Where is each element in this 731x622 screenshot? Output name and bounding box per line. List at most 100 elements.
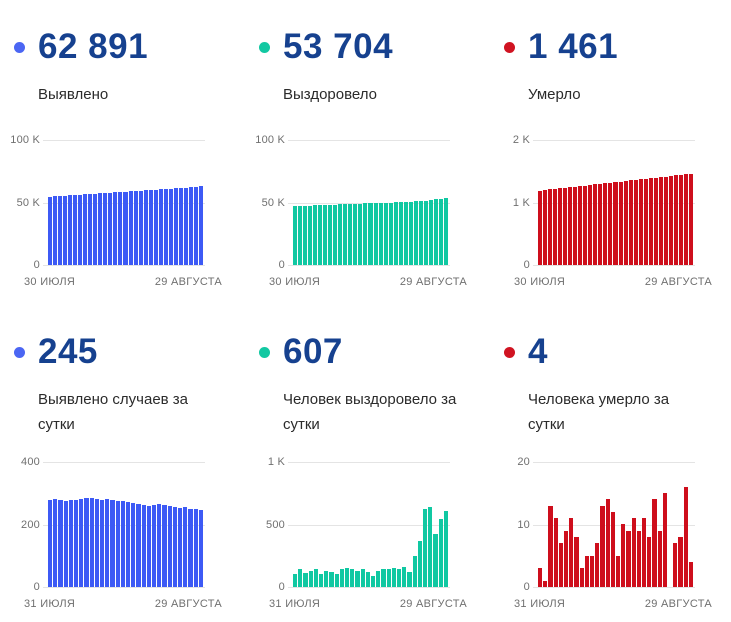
bar[interactable]	[108, 193, 113, 265]
bar[interactable]	[383, 203, 388, 265]
bar[interactable]	[136, 504, 141, 587]
bar[interactable]	[538, 191, 543, 265]
bar[interactable]	[138, 191, 143, 265]
bar[interactable]	[368, 203, 373, 265]
bar[interactable]	[381, 569, 386, 587]
bar[interactable]	[568, 187, 573, 265]
bar[interactable]	[313, 569, 319, 587]
bar[interactable]	[293, 574, 298, 587]
bar[interactable]	[141, 505, 146, 587]
bar[interactable]	[386, 569, 391, 587]
bar[interactable]	[616, 556, 621, 587]
bar[interactable]	[569, 518, 574, 587]
bar[interactable]	[408, 202, 413, 265]
bar[interactable]	[633, 180, 638, 265]
bar[interactable]	[593, 184, 598, 265]
bar[interactable]	[418, 201, 423, 265]
bar[interactable]	[600, 506, 605, 587]
bar[interactable]	[573, 187, 578, 265]
bar[interactable]	[63, 501, 68, 587]
bar[interactable]	[548, 506, 553, 587]
bar[interactable]	[318, 205, 323, 265]
bar[interactable]	[120, 501, 126, 587]
bar[interactable]	[638, 179, 643, 265]
bar[interactable]	[355, 571, 360, 587]
bar[interactable]	[673, 175, 678, 265]
bar[interactable]	[402, 567, 407, 587]
bar[interactable]	[564, 531, 569, 587]
bar[interactable]	[626, 531, 631, 587]
bar[interactable]	[595, 543, 600, 587]
bar[interactable]	[678, 537, 683, 587]
bar[interactable]	[688, 562, 694, 587]
bar[interactable]	[339, 569, 345, 587]
bar[interactable]	[648, 178, 653, 265]
bar[interactable]	[110, 500, 115, 587]
bar[interactable]	[658, 177, 663, 265]
bar[interactable]	[433, 534, 438, 587]
bar[interactable]	[48, 500, 53, 587]
bar[interactable]	[378, 203, 383, 265]
bar[interactable]	[588, 185, 593, 265]
bar[interactable]	[538, 568, 543, 587]
bar[interactable]	[345, 568, 350, 587]
bar[interactable]	[584, 556, 590, 587]
bar[interactable]	[412, 556, 417, 587]
bar[interactable]	[329, 572, 334, 587]
bar[interactable]	[146, 506, 152, 587]
bar[interactable]	[53, 499, 58, 587]
bar[interactable]	[73, 195, 78, 265]
bar[interactable]	[84, 498, 89, 587]
bar[interactable]	[48, 197, 53, 265]
bar[interactable]	[365, 572, 371, 587]
bar[interactable]	[303, 573, 308, 587]
bar[interactable]	[178, 188, 183, 265]
bar[interactable]	[543, 581, 548, 587]
bar[interactable]	[553, 518, 558, 587]
bar[interactable]	[334, 574, 339, 587]
bar[interactable]	[79, 499, 84, 587]
bar[interactable]	[628, 180, 633, 265]
bar[interactable]	[183, 507, 188, 587]
bar[interactable]	[103, 193, 108, 265]
bar[interactable]	[393, 202, 398, 265]
bar[interactable]	[188, 509, 193, 587]
bar[interactable]	[94, 499, 100, 587]
bar[interactable]	[319, 574, 324, 587]
bar[interactable]	[78, 195, 83, 265]
bar[interactable]	[558, 188, 563, 265]
bar[interactable]	[668, 176, 673, 265]
bar[interactable]	[123, 192, 128, 265]
bar[interactable]	[623, 181, 628, 265]
bar[interactable]	[178, 508, 183, 587]
bar[interactable]	[115, 501, 120, 587]
bar[interactable]	[653, 178, 658, 265]
bar[interactable]	[548, 189, 553, 265]
bar[interactable]	[391, 568, 397, 587]
bar[interactable]	[631, 518, 636, 587]
bar[interactable]	[678, 175, 683, 265]
bar[interactable]	[360, 569, 365, 587]
bar[interactable]	[574, 537, 579, 587]
bar[interactable]	[157, 504, 162, 587]
bar[interactable]	[183, 188, 188, 265]
bar[interactable]	[128, 191, 133, 265]
bar[interactable]	[428, 507, 433, 587]
bar[interactable]	[308, 571, 313, 587]
bar[interactable]	[74, 500, 79, 587]
bar[interactable]	[58, 500, 63, 587]
bar[interactable]	[583, 186, 588, 265]
bar[interactable]	[610, 512, 616, 587]
bar[interactable]	[553, 189, 558, 265]
bar[interactable]	[105, 499, 110, 587]
bar[interactable]	[131, 503, 136, 587]
bar[interactable]	[438, 199, 443, 265]
bar[interactable]	[53, 196, 58, 265]
bar[interactable]	[433, 199, 438, 265]
bar[interactable]	[68, 195, 73, 265]
bar[interactable]	[113, 192, 118, 265]
bar[interactable]	[173, 188, 178, 265]
bar[interactable]	[167, 506, 172, 587]
bar[interactable]	[543, 190, 548, 265]
bar[interactable]	[662, 493, 668, 587]
